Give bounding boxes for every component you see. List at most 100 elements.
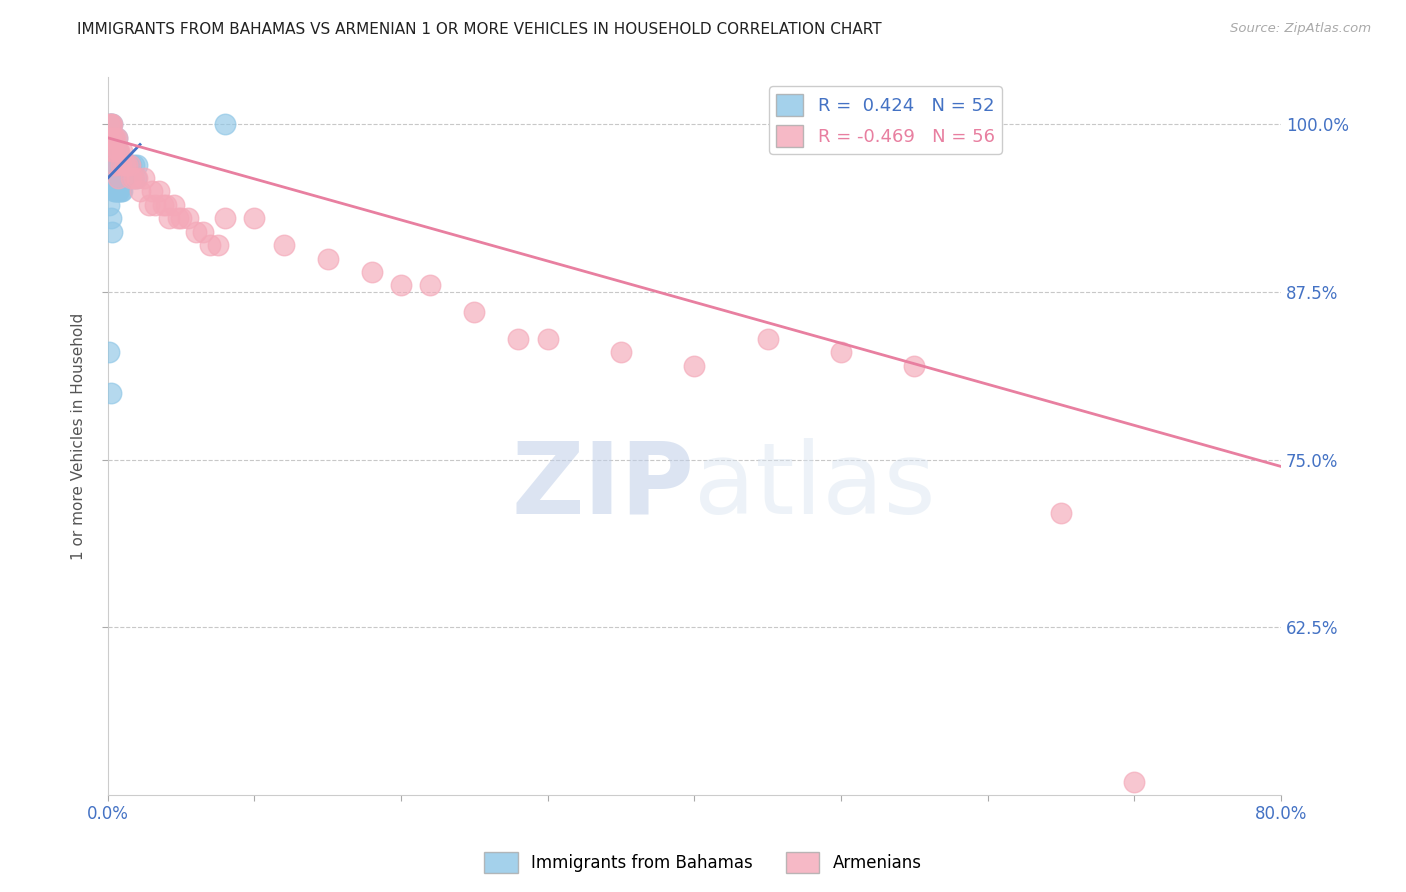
Point — [104, 158, 127, 172]
Point — [537, 332, 560, 346]
Point — [191, 225, 214, 239]
Point — [104, 130, 127, 145]
Point — [100, 117, 122, 131]
Point — [107, 145, 129, 159]
Point — [214, 211, 236, 226]
Point — [100, 158, 122, 172]
Point — [100, 145, 122, 159]
Point — [120, 171, 142, 186]
Legend: Immigrants from Bahamas, Armenians: Immigrants from Bahamas, Armenians — [478, 846, 928, 880]
Point — [100, 130, 122, 145]
Point — [134, 171, 156, 186]
Point — [103, 130, 125, 145]
Point — [127, 158, 149, 172]
Point — [112, 171, 135, 186]
Point — [108, 158, 131, 172]
Point — [118, 171, 141, 186]
Point — [115, 171, 138, 186]
Point — [111, 158, 134, 172]
Point — [101, 130, 124, 145]
Point — [207, 238, 229, 252]
Point — [121, 171, 143, 186]
Point — [127, 171, 149, 186]
Point — [105, 130, 128, 145]
Point — [103, 145, 125, 159]
Point — [155, 198, 177, 212]
Point — [419, 278, 441, 293]
Point — [100, 385, 122, 400]
Point — [389, 278, 412, 293]
Point — [105, 130, 128, 145]
Point — [98, 198, 121, 212]
Point — [143, 198, 166, 212]
Point — [610, 345, 633, 359]
Point — [108, 171, 131, 186]
Point — [101, 158, 124, 172]
Point — [101, 171, 124, 186]
Point — [152, 198, 174, 212]
Point — [138, 198, 160, 212]
Point — [114, 158, 136, 172]
Point — [463, 305, 485, 319]
Point — [157, 211, 180, 226]
Legend: R =  0.424   N = 52, R = -0.469   N = 56: R = 0.424 N = 52, R = -0.469 N = 56 — [769, 87, 1002, 154]
Point — [104, 145, 127, 159]
Point — [103, 171, 125, 186]
Text: ZIP: ZIP — [512, 438, 695, 535]
Point — [103, 145, 125, 159]
Point — [101, 117, 124, 131]
Point — [903, 359, 925, 373]
Point — [243, 211, 266, 226]
Point — [110, 171, 132, 186]
Point — [107, 171, 129, 186]
Point — [98, 145, 121, 159]
Point — [200, 238, 222, 252]
Point — [122, 158, 145, 172]
Point — [110, 185, 132, 199]
Point — [830, 345, 852, 359]
Point — [273, 238, 295, 252]
Point — [105, 158, 128, 172]
Point — [1123, 774, 1146, 789]
Y-axis label: 1 or more Vehicles in Household: 1 or more Vehicles in Household — [72, 312, 86, 560]
Point — [101, 225, 124, 239]
Point — [104, 158, 127, 172]
Point — [114, 158, 136, 172]
Point — [101, 117, 124, 131]
Point — [1050, 507, 1073, 521]
Point — [101, 145, 124, 159]
Point — [167, 211, 190, 226]
Point — [107, 158, 129, 172]
Point — [98, 130, 121, 145]
Point — [148, 185, 170, 199]
Point — [170, 211, 193, 226]
Point — [103, 185, 125, 199]
Point — [129, 185, 152, 199]
Point — [124, 171, 146, 186]
Point — [122, 171, 145, 186]
Point — [100, 117, 122, 131]
Point — [105, 185, 128, 199]
Point — [104, 185, 127, 199]
Point — [117, 158, 139, 172]
Point — [107, 171, 129, 186]
Point — [108, 185, 131, 199]
Point — [111, 145, 134, 159]
Text: IMMIGRANTS FROM BAHAMAS VS ARMENIAN 1 OR MORE VEHICLES IN HOUSEHOLD CORRELATION : IMMIGRANTS FROM BAHAMAS VS ARMENIAN 1 OR… — [77, 22, 882, 37]
Point — [118, 158, 141, 172]
Point — [104, 171, 127, 186]
Point — [214, 117, 236, 131]
Point — [103, 158, 125, 172]
Point — [111, 185, 134, 199]
Text: Source: ZipAtlas.com: Source: ZipAtlas.com — [1230, 22, 1371, 36]
Point — [105, 145, 128, 159]
Point — [107, 185, 129, 199]
Point — [115, 158, 138, 172]
Point — [101, 145, 124, 159]
Text: atlas: atlas — [695, 438, 936, 535]
Point — [177, 211, 200, 226]
Point — [103, 130, 125, 145]
Point — [141, 185, 163, 199]
Point — [107, 145, 129, 159]
Point — [316, 252, 339, 266]
